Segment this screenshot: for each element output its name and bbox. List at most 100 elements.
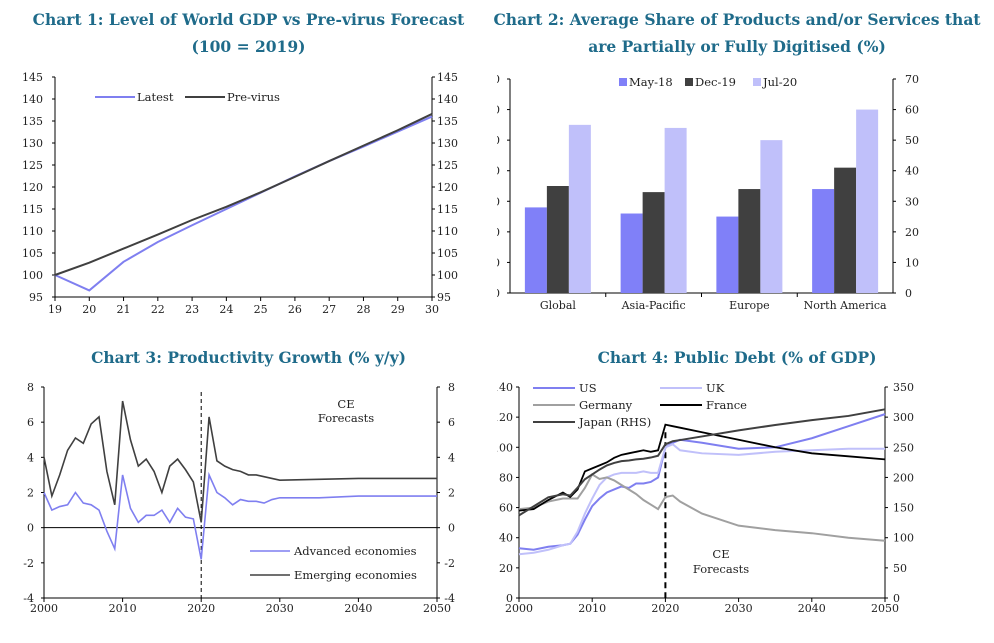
- c1-x-tick-label: 30: [425, 303, 439, 316]
- chart4-title-text: Chart 4: Public Debt (% of GDP): [597, 348, 877, 367]
- c3-y-tick-label-right: 2: [448, 487, 455, 500]
- c2-legend-label: May-18: [629, 75, 673, 89]
- c4-y-tick-label-left: 20: [499, 562, 513, 575]
- c1-y-tick-label-left: 140: [22, 93, 43, 106]
- c1-y-tick-label-left: 95: [29, 291, 43, 304]
- c4-y-tick-label-left: 100: [497, 441, 513, 454]
- chart4: 0204060801001201400501001502002503003502…: [497, 381, 914, 615]
- c1-y-tick-label-right: 115: [437, 203, 458, 216]
- c2-y-tick-label-left: 50: [497, 134, 500, 147]
- c2-bar-dec-19: [546, 186, 569, 293]
- c4-x-tick-label: 2000: [505, 602, 533, 615]
- c4-series-line-germany: [518, 473, 886, 542]
- c4-y-tick-label-right: 200: [893, 471, 914, 484]
- c4-x-tick-label: 2020: [651, 602, 679, 615]
- c1-x-tick-label: 28: [356, 303, 370, 316]
- c1-x-tick-label: 20: [82, 303, 96, 316]
- c2-y-tick-label-left: 60: [497, 104, 500, 117]
- c4-series-line-japan: [518, 408, 886, 517]
- c2-y-tick-label-left: 20: [497, 226, 500, 239]
- c2-y-tick-label-right: 10: [905, 256, 919, 269]
- c3-y-tick-label-left: -2: [23, 557, 34, 570]
- c1-x-tick-label: 19: [48, 303, 62, 316]
- c3-y-tick-label-left: -4: [23, 592, 34, 605]
- c1-series-line-latest: [54, 115, 433, 292]
- c2-bar-may-18: [812, 189, 835, 293]
- c1-x-tick-label: 24: [219, 303, 233, 316]
- c3-x-tick-label: 2040: [344, 602, 372, 615]
- c4-annotation-line2: Forecasts: [693, 562, 749, 576]
- c1-y-tick-label-right: 130: [437, 137, 458, 150]
- c1-y-tick-label-right: 100: [437, 269, 458, 282]
- c3-annotation-line2: Forecasts: [318, 411, 374, 425]
- c2-x-tick-label: Global: [540, 299, 577, 312]
- c4-legend-label: Germany: [579, 398, 633, 412]
- c2-bar-dec-19: [642, 192, 665, 293]
- chart1: 95 95 100 100 105 105 110 110 115 115 120 120 125 125…: [22, 71, 458, 316]
- c3-y-tick-label-left: 2: [27, 487, 34, 500]
- c4-y-tick-label-left: 0: [506, 592, 513, 605]
- c1-x-tick-label: 23: [185, 303, 199, 316]
- c4-legend-label: US: [579, 381, 597, 395]
- c4-y-tick-label-right: 300: [893, 411, 914, 424]
- c2-x-tick-label: North America: [804, 299, 887, 312]
- c1-y-tick-label-right: 135: [437, 115, 458, 128]
- c4-y-tick-label-right: 50: [893, 562, 907, 575]
- c1-y-tick-label-left: 145: [22, 71, 43, 84]
- c3-y-tick-label-right: 0: [448, 522, 455, 535]
- c1-x-tick-label: 29: [391, 303, 405, 316]
- c4-x-tick-label: 2030: [725, 602, 753, 615]
- c4-y-tick-label-right: 100: [893, 532, 914, 545]
- c4-series-line-uk: [518, 443, 885, 556]
- c2-bar-jul-20: [568, 124, 591, 293]
- c2-legend-swatch: [753, 78, 761, 86]
- c3-series-line-advanced: [43, 471, 437, 560]
- c4-x-tick-label: 2050: [871, 602, 899, 615]
- c1-y-tick-label-right: 120: [437, 181, 458, 194]
- chart2: 0 0 10 10 20 20 30 30 40 40 50 50 60 60 70 70 Global Asia…: [497, 73, 919, 312]
- c4-y-tick-label-right: 150: [893, 502, 914, 515]
- c2-y-tick-label-right: 70: [905, 73, 919, 86]
- c2-y-tick-label-left: 30: [497, 195, 500, 208]
- chart3-title-text: Chart 3: Productivity Growth (% y/y): [91, 348, 406, 367]
- c1-y-tick-label-right: 95: [437, 291, 451, 304]
- c2-y-tick-label-right: 20: [905, 226, 919, 239]
- c1-y-tick-label-left: 115: [22, 203, 43, 216]
- c2-bar-dec-19: [834, 167, 857, 293]
- c3-x-tick-label: 2030: [266, 602, 294, 615]
- c3-y-tick-label-right: 8: [448, 381, 455, 394]
- c4-y-tick-label-left: 60: [499, 502, 513, 515]
- c2-bar-jul-20: [856, 109, 879, 293]
- c4-y-tick-label-left: 80: [499, 471, 513, 484]
- c4-x-tick-label: 2040: [798, 602, 826, 615]
- c3-x-tick-label: 2010: [109, 602, 137, 615]
- chart3: -4 -4 -2 -2 0 0 2 2 4 4 6 6 8 8 2000 2010 2020 2030 2040 20…: [23, 381, 455, 615]
- chart1-title-line2: (100 = 2019): [191, 37, 306, 56]
- c2-x-tick-label: Europe: [729, 299, 770, 312]
- c2-bar-may-18: [620, 213, 643, 293]
- c2-bar-dec-19: [738, 189, 761, 293]
- c3-legend-label: Emerging economies: [294, 568, 417, 582]
- c4-annotation-line1: CE: [712, 547, 729, 561]
- c3-x-tick-label: 2020: [187, 602, 215, 615]
- c2-y-tick-label-left: 10: [497, 256, 500, 269]
- c1-x-tick-label: 26: [288, 303, 302, 316]
- c1-x-tick-label: 25: [254, 303, 268, 316]
- chart1-title-line1: Chart 1: Level of World GDP vs Pre-virus…: [32, 10, 465, 29]
- c4-y-tick-label-left: 40: [499, 532, 513, 545]
- c1-y-tick-label-left: 105: [22, 247, 43, 260]
- c2-y-tick-label-right: 30: [905, 195, 919, 208]
- c1-y-tick-label-left: 130: [22, 137, 43, 150]
- chart3-title: Chart 3: Productivity Growth (% y/y): [0, 344, 497, 371]
- c3-legend-label: Advanced economies: [293, 544, 417, 558]
- c1-y-tick-label-left: 110: [22, 225, 43, 238]
- c2-x-tick-label: Asia-Pacific: [621, 299, 686, 312]
- c1-x-tick-label: 22: [151, 303, 165, 316]
- c1-legend-label: Pre-virus: [227, 90, 280, 104]
- c4-y-tick-label-right: 0: [893, 592, 900, 605]
- c1-legend-label: Latest: [137, 90, 174, 104]
- c2-legend-label: Jul-20: [762, 75, 797, 89]
- c3-y-tick-label-left: 6: [27, 416, 34, 429]
- c2-y-tick-label-left: 70: [497, 73, 500, 86]
- c1-series-line-pre-virus: [54, 113, 433, 276]
